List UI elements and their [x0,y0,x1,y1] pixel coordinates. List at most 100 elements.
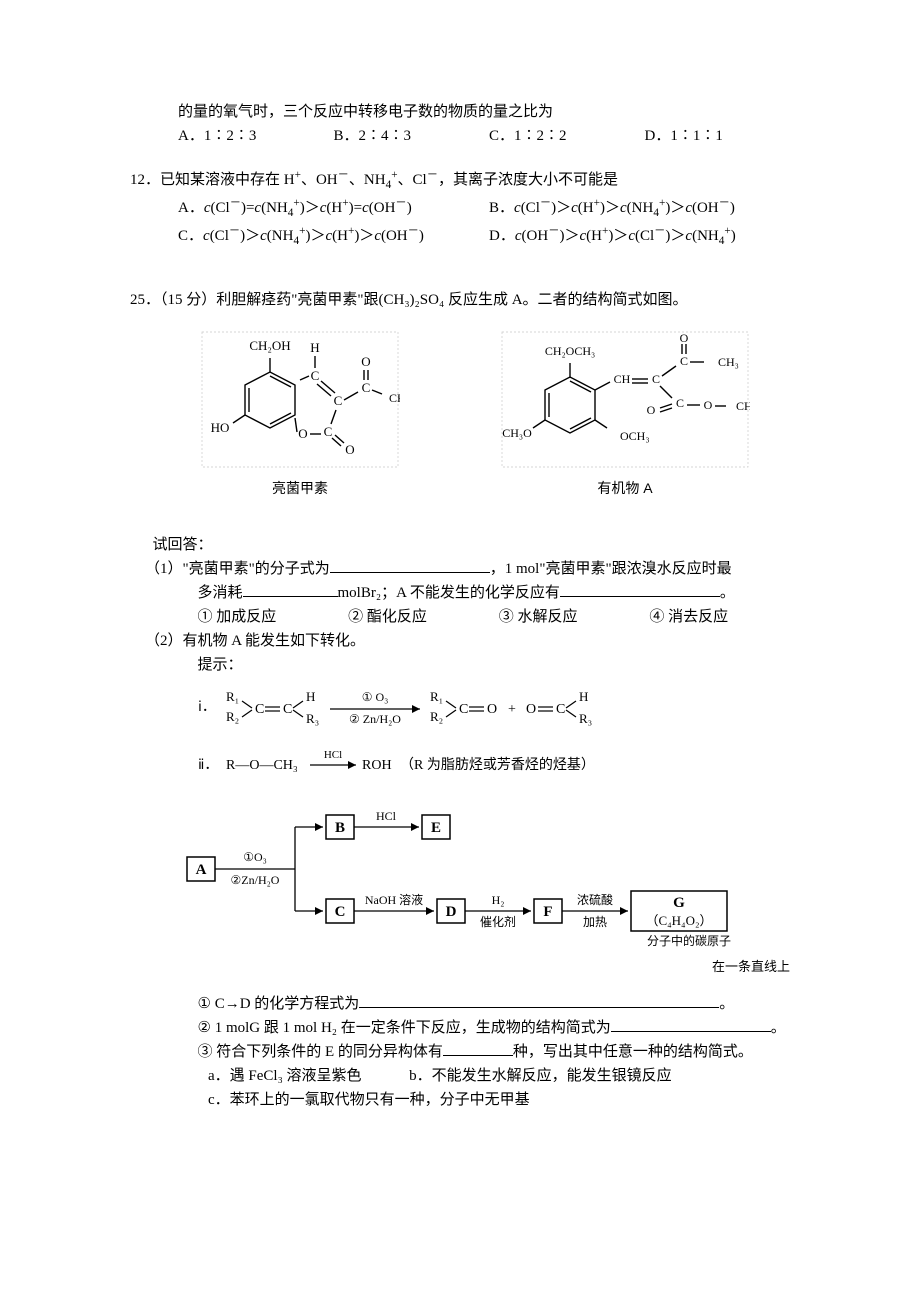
cond-a: a．遇 FeCl₃ 溶液呈紫色 [208,1068,362,1084]
svg-text:E: E [430,820,440,836]
cond-b: b．不能发生水解反应，能发生银镜反应 [409,1068,672,1084]
q11-choice-c: C．1∶2∶2 [489,124,645,148]
chem-structure-figures: CH₂OH H C C C O CH₃ C [130,330,800,499]
fig2-caption: 有机物 A [500,477,750,499]
q25-stem: 25．（15 分）利胆解痉药"亮菌甲素"跟(CH₃)₂SO₄ 反应生成 A。二者… [130,288,800,312]
svg-text:O: O [345,442,354,457]
svg-text:H₂: H₂ [491,893,504,907]
svg-text:C: C [311,368,320,383]
q12-choice-c: C．c(Cl－)＞c(NH4+)＞c(H+)＞c(OH－) [178,222,489,250]
svg-text:HO: HO [211,420,230,435]
svg-text:CH₃: CH₃ [389,391,400,405]
blank-mol-br2 [243,582,338,597]
svg-text:O: O [647,403,656,417]
svg-text:A: A [195,862,206,878]
q25-sub3: ③ 符合下列条件的 E 的同分异构体有种，写出其中任意一种的结构简式。 [130,1040,800,1064]
chem-structure-liangjun-svg: CH₂OH H C C C O CH₃ C [200,330,400,475]
svg-text:C: C [255,702,264,717]
svg-text:R—O—CH₃: R—O—CH₃ [226,758,298,773]
svg-text:分子中的碳原子: 分子中的碳原子 [646,933,730,948]
svg-text:催化剂: 催化剂 [479,914,515,929]
svg-text:C: C [334,393,343,408]
svg-text:NaOH 溶液: NaOH 溶液 [364,892,422,907]
svg-text:②Zn/H₂O: ②Zn/H₂O [230,873,279,887]
q25-p1-options: ① 加成反应 ② 酯化反应 ③ 水解反应 ④ 消去反应 [130,605,800,629]
answer-label: 试回答： [130,533,800,557]
svg-text:浓硫酸: 浓硫酸 [576,892,612,907]
q12-choice-d: D．c(OH－)＞c(H+)＞c(Cl－)＞c(NH4+) [489,222,800,250]
svg-text:R₂: R₂ [430,709,443,724]
q11-choice-b: B．2∶4∶3 [334,124,490,148]
svg-text:O: O [361,354,370,369]
svg-text:CH₃: CH₃ [736,399,750,413]
svg-text:F: F [543,904,552,920]
spacer [130,268,800,288]
svg-text:加热: 加热 [582,915,606,929]
figure-organic-a: CH₂OCH₃ CH₃O O CH₃ CH C C CH₃ [500,330,750,499]
q12-stem: 12．已知某溶液中存在 H+、OH－、NH4+、Cl－，其离子浓度大小不可能是 [130,166,800,194]
svg-text:C: C [680,354,688,368]
hint-i-svg: ⅰ． R₁ R₂ C C H R₃ ① O₃ ② Zn/H₂O R₁ R₂ C [198,683,638,731]
svg-text:CH: CH [614,372,631,386]
svg-text:C: C [556,702,565,717]
svg-text:R₃: R₃ [579,711,592,726]
svg-text:CH₃O: CH₃O [502,426,532,440]
blank-molecular-formula [330,558,490,573]
svg-text:ⅰ．: ⅰ． [198,700,216,715]
svg-text:ROH: ROH [362,758,392,773]
opt4: ④ 消去反应 [649,605,800,629]
hint-i: ⅰ． R₁ R₂ C C H R₃ ① O₃ ② Zn/H₂O R₁ R₂ C [130,683,800,739]
q11-tail-line: 的量的氧气时，三个反应中转移电子数的物质的量之比为 [130,100,800,124]
blank-isomers [443,1041,513,1056]
q12-choices-row1: A．c(Cl－)=c(NH4+)＞c(H+)=c(OH－) B．c(Cl－)＞c… [130,194,800,222]
svg-text:R₂: R₂ [226,709,239,724]
q25-part2-stem: （2）有机物 A 能发生如下转化。 [130,629,800,653]
cond-c: c．苯环上的一氯取代物只有一种，分子中无甲基 [130,1088,800,1112]
svg-text:R₁: R₁ [430,689,443,704]
spacer [130,509,800,533]
svg-text:D: D [445,904,456,920]
q11-choice-a: A．1∶2∶3 [178,124,334,148]
question-12: 12．已知某溶液中存在 H+、OH－、NH4+、Cl－，其离子浓度大小不可能是 … [130,166,800,250]
q25-part1-line2: 多消耗molBr₂；A 不能发生的化学反应有。 [130,581,800,605]
q25-sub2: ② 1 molG 跟 1 mol H₂ 在一定条件下反应，生成物的结构简式为。 [130,1016,800,1040]
q12-choices-row2: C．c(Cl－)＞c(NH4+)＞c(H+)＞c(OH－) D．c(OH－)＞c… [130,222,800,250]
hint-ii: ⅱ． R—O—CH₃ HCl ROH （R 为脂肪烃或芳香烃的烃基） [130,745,800,785]
svg-text:C: C [676,396,684,410]
q25-sub1: ① C→D 的化学方程式为。 [130,992,800,1016]
svg-text:C: C [283,702,292,717]
svg-text:HCl: HCl [323,749,341,761]
svg-text:B: B [334,820,344,836]
q11-choice-d: D．1∶1∶1 [645,124,801,148]
svg-text:H: H [306,689,315,704]
question-25: 25．（15 分）利胆解痉药"亮菌甲素"跟(CH₃)₂SO₄ 反应生成 A。二者… [130,288,800,1112]
svg-text:O: O [298,426,307,441]
svg-text:CH₃: CH₃ [718,355,739,369]
svg-text:R₁: R₁ [226,689,239,704]
opt3: ③ 水解反应 [499,605,650,629]
svg-text:H: H [579,689,588,704]
svg-text:C: C [459,702,468,717]
svg-text:O: O [680,331,689,345]
svg-text:CH₂OH: CH₂OH [249,338,290,353]
svg-text:C: C [334,904,345,920]
figure-liangjun: CH₂OH H C C C O CH₃ C [200,330,400,499]
svg-text:G: G [673,895,685,911]
q25-hint-label: 提示： [130,653,800,677]
chem-structure-a-svg: CH₂OCH₃ CH₃O O CH₃ CH C C CH₃ [500,330,750,475]
svg-text:CH₂OCH₃: CH₂OCH₃ [545,344,595,358]
svg-text:R₃: R₃ [306,711,319,726]
svg-text:（C₄H₄O₂）: （C₄H₄O₂） [645,913,712,928]
svg-text:C: C [324,424,333,439]
q25-part1: （1）"亮菌甲素"的分子式为，1 mol"亮菌甲素"跟浓溴水反应时最 [130,557,800,581]
q12-choice-b: B．c(Cl－)＞c(H+)＞c(NH4+)＞c(OH－) [489,194,800,222]
svg-text:+: + [508,702,516,717]
g-note-line2: 在一条直线上 [183,957,801,978]
opt2: ② 酯化反应 [348,605,499,629]
flow-diagram-svg: A ①O₃ ②Zn/H₂O B HCl E C [183,799,783,949]
flow-diagram: A ①O₃ ②Zn/H₂O B HCl E C [183,799,801,978]
blank-equation [359,993,719,1008]
svg-text:O: O [526,702,536,717]
svg-text:HCl: HCl [375,809,396,823]
fig1-caption: 亮菌甲素 [200,477,400,499]
